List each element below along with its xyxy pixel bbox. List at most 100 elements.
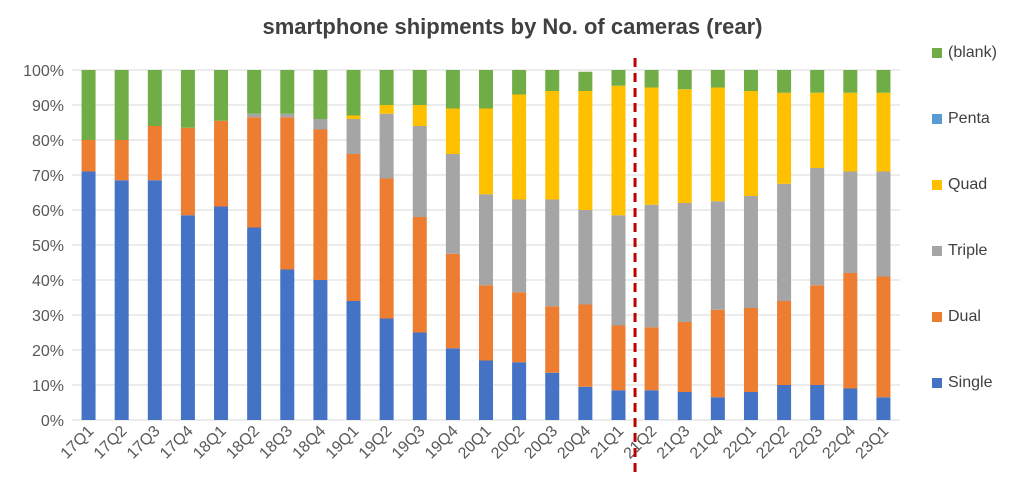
x-tick-label: 21Q3 — [654, 423, 694, 463]
legend-swatch — [932, 180, 942, 190]
x-tick-label: 20Q3 — [521, 423, 561, 463]
bar-single-20q1 — [479, 360, 493, 420]
bar-single-22q1 — [743, 392, 758, 420]
bar-blank-23q1 — [876, 70, 891, 93]
bar-dual-18q2 — [247, 117, 262, 228]
bar-blank-18q3 — [280, 70, 295, 114]
legend-swatch — [932, 48, 942, 58]
bar-triple-18q2 — [247, 113, 262, 118]
bar-blank-19q1 — [346, 70, 361, 116]
legend-item: Penta — [932, 109, 990, 129]
bar-dual-17q2 — [114, 140, 129, 181]
bar-blank-21q4 — [710, 70, 725, 88]
bar-triple-23q1 — [876, 171, 891, 277]
bar-triple-22q3 — [810, 168, 825, 286]
x-tick-label: 18Q1 — [190, 423, 230, 463]
legend-item: Triple — [932, 241, 987, 261]
y-tick-label: 100% — [23, 63, 64, 80]
bar-single-17q2 — [114, 180, 129, 420]
x-tick-label: 20Q2 — [488, 423, 528, 463]
bar-dual-20q2 — [512, 292, 527, 363]
x-tick-label: 21Q1 — [588, 423, 628, 463]
bar-blank-22q4 — [843, 70, 858, 93]
bar-single-23q1 — [876, 397, 891, 420]
y-axis-ticks: 0% 10% 20% 30% 40% 50% 60% 70% 80% 90% 100% — [23, 63, 64, 430]
bar-dual-20q1 — [479, 285, 493, 361]
x-tick-label: 19Q3 — [389, 423, 429, 463]
bar-triple-21q2 — [644, 204, 659, 328]
x-tick-label: 20Q1 — [455, 423, 495, 463]
bar-single-17q3 — [147, 180, 162, 420]
x-tick-label: 23Q1 — [853, 423, 893, 463]
bar-single-19q1 — [346, 301, 361, 420]
bar-blank-19q4 — [445, 70, 460, 109]
bar-quad-19q1 — [346, 115, 361, 119]
bar-blank-20q3 — [545, 70, 560, 91]
bar-blank-17q2 — [114, 70, 129, 140]
bar-blank-18q1 — [214, 70, 229, 121]
bar-dual-21q2 — [644, 327, 659, 391]
legend-swatch — [932, 114, 942, 124]
bar-dual-19q3 — [412, 217, 427, 333]
bar-blank-21q2 — [644, 70, 659, 88]
bar-quad-19q3 — [412, 105, 427, 126]
bar-single-19q3 — [412, 332, 427, 420]
x-tick-label: 18Q4 — [290, 423, 330, 463]
x-tick-label: 19Q4 — [422, 423, 462, 463]
bar-triple-18q4 — [313, 119, 328, 130]
bar-dual-20q4 — [578, 304, 593, 387]
bar-dual-23q1 — [876, 276, 891, 398]
bar-triple-19q2 — [379, 113, 394, 179]
bar-single-17q1 — [81, 171, 96, 420]
legend-label: Single — [948, 374, 993, 391]
bar-single-20q2 — [512, 362, 527, 420]
bar-quad-23q1 — [876, 92, 891, 172]
bar-single-21q1 — [611, 390, 626, 420]
y-tick-label: 90% — [32, 98, 64, 115]
bar-triple-21q4 — [710, 201, 725, 310]
bar-quad-20q2 — [512, 94, 527, 200]
bar-blank-20q2 — [512, 70, 527, 95]
bar-blank-17q3 — [147, 70, 162, 126]
bars — [81, 70, 891, 420]
legend-swatch — [932, 246, 942, 256]
y-tick-label: 10% — [32, 378, 64, 395]
bar-dual-19q1 — [346, 154, 361, 301]
bar-single-22q2 — [777, 385, 792, 420]
bar-dual-21q3 — [677, 322, 692, 392]
bar-blank-19q2 — [379, 70, 394, 105]
x-tick-label: 22Q4 — [819, 423, 859, 463]
x-axis-ticks: 17Q117Q217Q317Q418Q118Q218Q318Q419Q119Q2… — [58, 423, 893, 463]
x-tick-label: 20Q4 — [554, 423, 594, 463]
y-tick-label: 30% — [32, 308, 64, 325]
bar-triple-21q1 — [611, 215, 626, 326]
bar-single-19q2 — [379, 318, 394, 420]
legend-label: Triple — [948, 242, 988, 259]
bar-dual-17q3 — [147, 126, 162, 181]
bar-dual-18q1 — [214, 120, 229, 207]
bar-dual-21q1 — [611, 325, 626, 391]
y-tick-label: 70% — [32, 168, 64, 185]
y-tick-label: 80% — [32, 133, 64, 150]
bar-blank-22q1 — [743, 70, 758, 91]
bar-single-20q4 — [578, 386, 593, 420]
x-tick-label: 19Q2 — [356, 423, 396, 463]
bar-blank-17q1 — [81, 70, 96, 140]
legend-label: Penta — [948, 110, 990, 127]
bar-single-17q4 — [180, 215, 195, 420]
y-tick-label: 20% — [32, 343, 64, 360]
legend-label: Quad — [948, 176, 988, 193]
bar-dual-18q3 — [280, 117, 295, 270]
legend-label: (blank) — [948, 44, 997, 61]
x-tick-label: 17Q4 — [157, 423, 197, 463]
bar-dual-22q1 — [743, 308, 758, 392]
bar-blank-22q2 — [777, 70, 792, 93]
bar-dual-20q3 — [545, 306, 560, 373]
x-tick-label: 22Q2 — [753, 423, 793, 463]
bar-blank-22q3 — [810, 70, 825, 93]
y-tick-label: 60% — [32, 203, 64, 220]
bar-quad-22q2 — [777, 92, 792, 184]
legend-swatch — [932, 312, 942, 322]
y-tick-label: 0% — [41, 413, 64, 430]
bar-triple-20q1 — [479, 194, 493, 286]
